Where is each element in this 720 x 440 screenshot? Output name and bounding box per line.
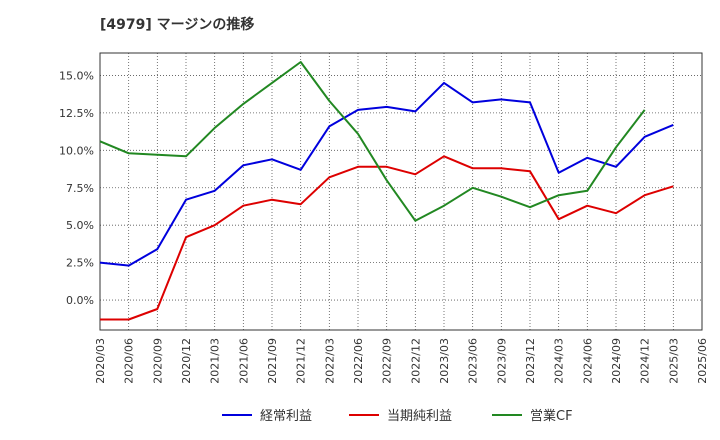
x-tick-label: 2025/03 — [667, 338, 680, 384]
y-tick-label: 12.5% — [59, 107, 94, 120]
x-tick-label: 2021/03 — [209, 338, 222, 384]
series-line-3 — [99, 61, 646, 222]
x-tick-label: 2025/06 — [696, 338, 709, 384]
x-tick-label: 2023/03 — [438, 338, 451, 384]
x-tick-label: 2024/12 — [639, 338, 652, 384]
x-tick-label: 2023/09 — [495, 338, 508, 384]
y-tick-label: 0.0% — [66, 294, 94, 307]
x-tick-label: 2023/06 — [467, 338, 480, 384]
legend: 経常利益 当期純利益 営業CF — [0, 405, 720, 425]
x-tick-label: 2022/03 — [323, 338, 336, 384]
x-tick-label: 2021/09 — [266, 338, 279, 384]
x-tick-label: 2022/09 — [381, 338, 394, 384]
x-tick-label: 2023/12 — [524, 338, 537, 384]
legend-swatch-series-2 — [349, 413, 379, 416]
x-tick-label: 2022/06 — [352, 338, 365, 384]
legend-item-series-3: 営業CF — [492, 405, 573, 424]
chart-title: [4979] マージンの推移 — [100, 17, 255, 33]
y-tick-label: 15.0% — [59, 69, 94, 82]
x-tick-label: 2021/12 — [295, 338, 308, 384]
legend-swatch-series-1 — [222, 413, 252, 416]
x-tick-label: 2021/06 — [237, 338, 250, 384]
y-tick-label: 7.5% — [66, 182, 94, 195]
plot-frame — [99, 52, 703, 331]
plot-area — [100, 53, 702, 330]
series-line-2 — [100, 155, 674, 321]
x-tick-label: 2020/03 — [94, 338, 107, 384]
legend-label-series-2: 当期純利益 — [387, 409, 453, 424]
y-tick-label: 10.0% — [59, 144, 94, 157]
series-line-1 — [99, 81, 674, 267]
x-tick-label: 2024/03 — [553, 338, 566, 384]
x-tick-label: 2024/06 — [581, 338, 594, 384]
x-tick-label: 2022/12 — [409, 338, 422, 384]
x-tick-label: 2024/09 — [610, 338, 623, 384]
legend-swatch-series-3 — [492, 413, 522, 416]
legend-label-series-1: 経常利益 — [260, 409, 313, 424]
legend-item-series-1: 経常利益 — [222, 405, 312, 424]
legend-label-series-3: 営業CF — [530, 409, 573, 424]
x-tick-label: 2020/09 — [151, 338, 164, 384]
x-tick-label: 2020/06 — [123, 338, 136, 384]
x-tick-label: 2020/12 — [180, 338, 193, 384]
legend-item-series-2: 当期純利益 — [349, 405, 452, 424]
y-tick-label: 5.0% — [66, 219, 94, 232]
y-tick-label: 2.5% — [66, 257, 94, 270]
